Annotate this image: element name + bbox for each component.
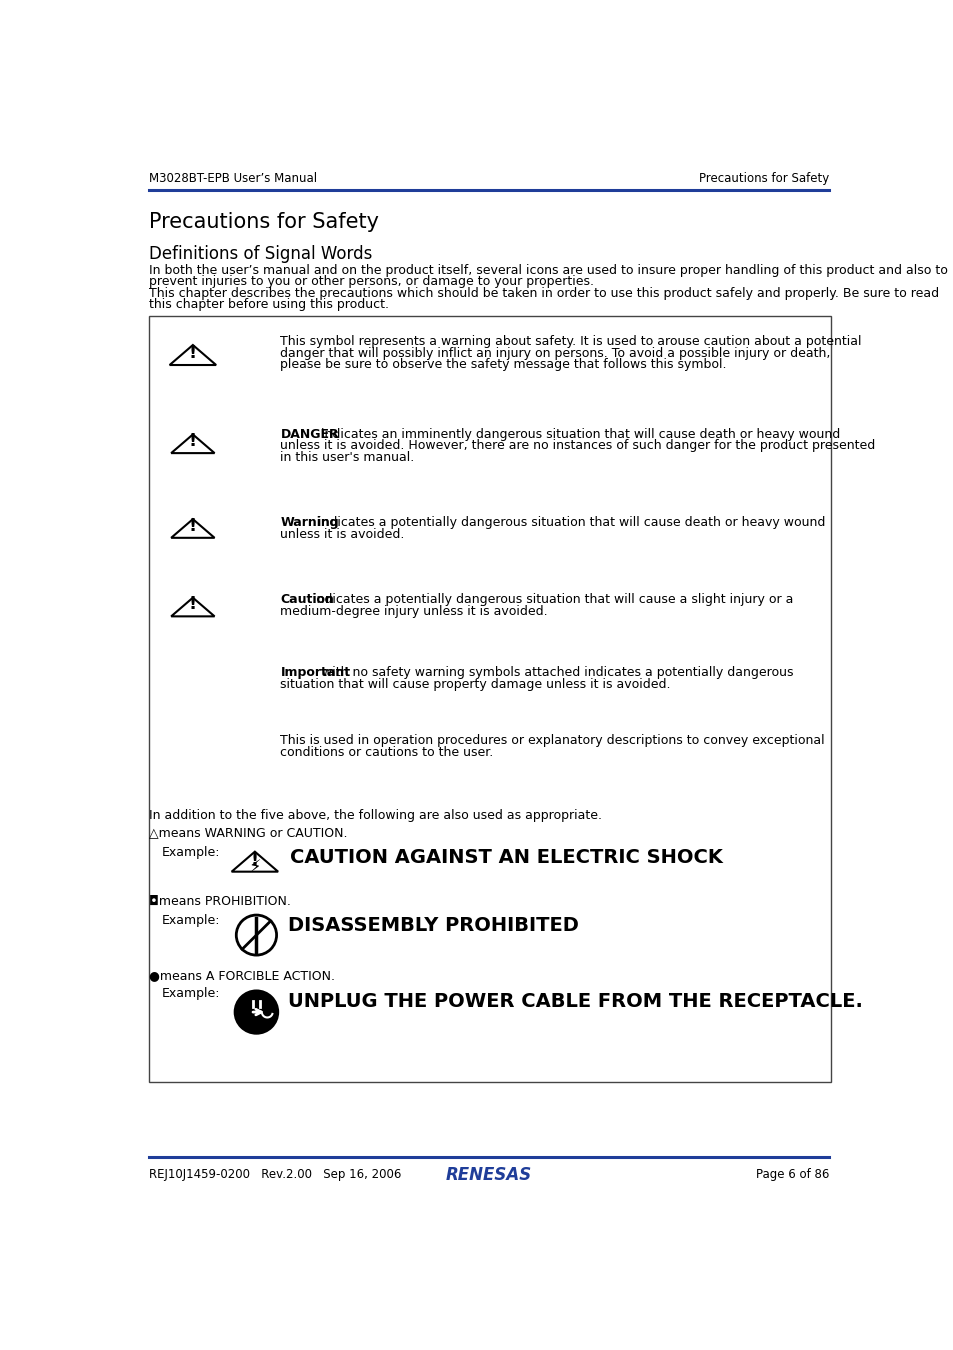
Text: Page 6 of 86: Page 6 of 86 bbox=[755, 1168, 828, 1181]
Text: CAUTION AGAINST AN ELECTRIC SHOCK: CAUTION AGAINST AN ELECTRIC SHOCK bbox=[290, 848, 721, 867]
Text: △means WARNING or CAUTION.: △means WARNING or CAUTION. bbox=[149, 826, 347, 838]
Text: prevent injuries to you or other persons, or damage to your properties.: prevent injuries to you or other persons… bbox=[149, 275, 593, 288]
Text: !: ! bbox=[251, 850, 258, 868]
Text: This chapter describes the precautions which should be taken in order to use thi: This chapter describes the precautions w… bbox=[149, 286, 938, 300]
Text: Caution: Caution bbox=[280, 593, 334, 606]
Text: indicates a potentially dangerous situation that will cause death or heavy wound: indicates a potentially dangerous situat… bbox=[317, 516, 824, 529]
Bar bbox=[149, 316, 830, 1083]
Text: indicates an imminently dangerous situation that will cause death or heavy wound: indicates an imminently dangerous situat… bbox=[320, 428, 840, 440]
Text: with no safety warning symbols attached indicates a potentially dangerous: with no safety warning symbols attached … bbox=[321, 667, 792, 679]
Text: This symbol represents a warning about safety. It is used to arouse caution abou: This symbol represents a warning about s… bbox=[280, 335, 862, 348]
Text: ◘means PROHIBITION.: ◘means PROHIBITION. bbox=[149, 895, 291, 909]
Text: DANGER: DANGER bbox=[280, 428, 338, 440]
Text: Precautions for Safety: Precautions for Safety bbox=[699, 171, 828, 185]
Text: RENESAS: RENESAS bbox=[445, 1166, 532, 1184]
Text: M3028BT-EPB User’s Manual: M3028BT-EPB User’s Manual bbox=[149, 171, 316, 185]
Text: Important: Important bbox=[280, 667, 350, 679]
Text: indicates a potentially dangerous situation that will cause a slight injury or a: indicates a potentially dangerous situat… bbox=[313, 593, 793, 606]
Text: Example:: Example: bbox=[162, 914, 220, 926]
Text: REJ10J1459-0200   Rev.2.00   Sep 16, 2006: REJ10J1459-0200 Rev.2.00 Sep 16, 2006 bbox=[149, 1168, 400, 1181]
Text: DISASSEMBLY PROHIBITED: DISASSEMBLY PROHIBITED bbox=[288, 915, 578, 934]
Text: unless it is avoided.: unless it is avoided. bbox=[280, 528, 404, 541]
Text: Example:: Example: bbox=[162, 987, 220, 1000]
Text: conditions or cautions to the user.: conditions or cautions to the user. bbox=[280, 745, 494, 759]
Text: ●means A FORCIBLE ACTION.: ●means A FORCIBLE ACTION. bbox=[149, 969, 335, 981]
Text: This is used in operation procedures or explanatory descriptions to convey excep: This is used in operation procedures or … bbox=[280, 734, 824, 747]
Text: Definitions of Signal Words: Definitions of Signal Words bbox=[149, 246, 372, 263]
Text: in this user's manual.: in this user's manual. bbox=[280, 451, 415, 464]
Text: unless it is avoided. However, there are no instances of such danger for the pro: unless it is avoided. However, there are… bbox=[280, 439, 875, 452]
Text: danger that will possibly inflict an injury on persons. To avoid a possible inju: danger that will possibly inflict an inj… bbox=[280, 347, 830, 360]
Text: Precautions for Safety: Precautions for Safety bbox=[149, 212, 378, 232]
Text: situation that will cause property damage unless it is avoided.: situation that will cause property damag… bbox=[280, 678, 670, 691]
Text: Example:: Example: bbox=[162, 845, 220, 859]
Text: !: ! bbox=[189, 432, 196, 450]
Text: medium-degree injury unless it is avoided.: medium-degree injury unless it is avoide… bbox=[280, 605, 548, 618]
Circle shape bbox=[234, 991, 278, 1034]
Text: In addition to the five above, the following are also used as appropriate.: In addition to the five above, the follo… bbox=[149, 809, 601, 822]
Text: Warning: Warning bbox=[280, 516, 338, 529]
Text: !: ! bbox=[189, 595, 196, 613]
Text: UNPLUG THE POWER CABLE FROM THE RECEPTACLE.: UNPLUG THE POWER CABLE FROM THE RECEPTAC… bbox=[288, 992, 862, 1011]
Text: In both the user’s manual and on the product itself, several icons are used to i: In both the user’s manual and on the pro… bbox=[149, 263, 946, 277]
Text: !: ! bbox=[189, 517, 196, 535]
Text: this chapter before using this product.: this chapter before using this product. bbox=[149, 298, 388, 312]
Text: !: ! bbox=[189, 344, 196, 362]
Text: ⚡: ⚡ bbox=[249, 859, 261, 876]
Text: please be sure to observe the safety message that follows this symbol.: please be sure to observe the safety mes… bbox=[280, 358, 726, 371]
